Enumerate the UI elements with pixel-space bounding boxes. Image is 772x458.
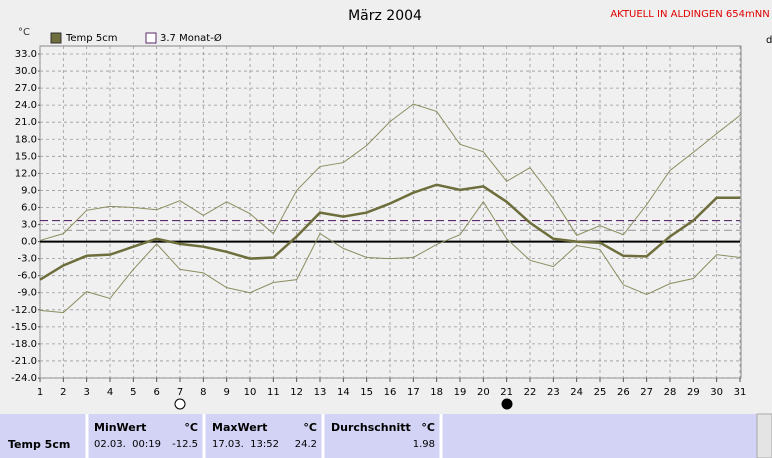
moon-icon: [501, 398, 513, 410]
legend-swatch: [50, 32, 62, 44]
y-tick-label: -9.0: [17, 288, 37, 299]
y-tick-label: 15.0: [15, 151, 37, 162]
table-time: 02.03. 00:19: [94, 439, 161, 450]
y-tick-label: -6.0: [17, 271, 37, 282]
x-tick-label: 19: [454, 387, 467, 398]
x-tick-label: 7: [177, 387, 183, 398]
y-tick-label: 27.0: [15, 83, 37, 94]
y-tick-label: 0.0: [21, 237, 37, 248]
x-tick-label: 10: [244, 387, 257, 398]
x-tick-label: 17: [407, 387, 420, 398]
table-time: 17.03. 13:52: [212, 439, 279, 450]
y-tick-label: -15.0: [11, 322, 37, 333]
x-tick-label: 21: [500, 387, 513, 398]
y-tick-label: 9.0: [21, 185, 37, 196]
x-tick-label: 27: [640, 387, 653, 398]
x-tick-label: 11: [267, 387, 280, 398]
moon-icon: [174, 398, 186, 410]
x-tick-label: 1: [37, 387, 43, 398]
table-row-label: Temp 5cm: [8, 438, 70, 451]
series-line: [39, 200, 741, 314]
y-tick-label: 3.0: [21, 220, 37, 231]
plot-frame: [39, 45, 742, 379]
x-tick-label: 13: [314, 387, 327, 398]
x-tick-label: 3: [83, 387, 89, 398]
scrollbar: [756, 413, 772, 458]
x-tick-label: 22: [524, 387, 537, 398]
x-tick-label: 25: [594, 387, 607, 398]
x-tick-label: 12: [290, 387, 303, 398]
table-header: MinWert: [94, 421, 146, 434]
x-tick-label: 28: [664, 387, 677, 398]
y-tick-label: -21.0: [11, 356, 37, 367]
y-tick-label: -12.0: [11, 305, 37, 316]
table-unit: °C: [184, 421, 198, 434]
y-tick-label: 24.0: [15, 100, 37, 111]
y-tick-label: 33.0: [15, 49, 37, 60]
legend-swatch: [145, 32, 157, 44]
x-tick-label: 4: [107, 387, 113, 398]
y-axis-label: °C: [18, 27, 30, 38]
table-header: MaxWert: [212, 421, 267, 434]
table-unit: °C: [303, 421, 317, 434]
x-tick-label: 15: [360, 387, 373, 398]
x-tick-label: 14: [337, 387, 350, 398]
x-tick-label: 9: [223, 387, 229, 398]
x-tick-label: 24: [570, 387, 583, 398]
y-tick-label: 30.0: [15, 66, 37, 77]
x-tick-label: 8: [200, 387, 206, 398]
x-tick-label: 6: [153, 387, 159, 398]
y-tick-label: -3.0: [17, 254, 37, 265]
x-tick-label: 26: [617, 387, 630, 398]
x-tick-label: 30: [710, 387, 723, 398]
table-value: -12.5: [172, 439, 198, 450]
y-tick-label: 18.0: [15, 134, 37, 145]
y-tick-label: -18.0: [11, 339, 37, 350]
x-tick-label: 16: [384, 387, 397, 398]
x-tick-label: 20: [477, 387, 490, 398]
legend-label: 3.7 Monat-Ø: [160, 32, 222, 44]
y-tick-label: 12.0: [15, 168, 37, 179]
y-tick-label: 21.0: [15, 117, 37, 128]
series-line: [39, 103, 741, 241]
right-label: d: [766, 35, 772, 46]
legend-label: Temp 5cm: [65, 33, 117, 44]
x-tick-label: 23: [547, 387, 560, 398]
y-tick-label: 6.0: [21, 202, 37, 213]
table-value: 1.98: [413, 439, 435, 450]
table-value: 24.2: [295, 439, 317, 450]
x-tick-label: 5: [130, 387, 136, 398]
table-header: Durchschnitt: [331, 421, 411, 434]
x-tick-label: 29: [687, 387, 700, 398]
series-line: [39, 183, 740, 281]
stats-table: [0, 414, 758, 458]
table-unit: °C: [421, 421, 435, 434]
x-tick-label: 18: [430, 387, 443, 398]
y-tick-label: -24.0: [11, 373, 37, 384]
x-tick-label: 31: [734, 387, 747, 398]
chart-title: März 2004: [348, 8, 422, 24]
x-tick-label: 2: [60, 387, 66, 398]
annotation: AKTUELL IN ALDINGEN 654mNN: [610, 9, 769, 20]
